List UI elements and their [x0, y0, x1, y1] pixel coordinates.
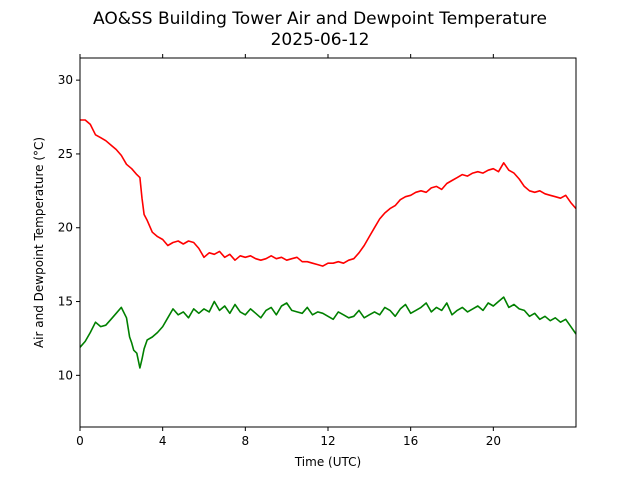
x-axis-label: Time (UTC)	[294, 455, 361, 469]
y-tick-label-4: 30	[58, 73, 73, 87]
series-line-1	[79, 296, 577, 369]
tick-layer: 0 4 8 12 16 20 10 15 20 25 30	[58, 54, 501, 448]
x-tick-label-0: 0	[76, 434, 84, 448]
x-tick-label-1: 4	[159, 434, 167, 448]
plot-frame	[79, 57, 577, 428]
chart-subtitle: 2025-06-12	[271, 30, 370, 50]
chart-title: AO&SS Building Tower Air and Dewpoint Te…	[93, 9, 547, 29]
y-axis-label: Air and Dewpoint Temperature (°C)	[32, 137, 46, 348]
series-line-0	[80, 119, 577, 267]
y-tick-label-3: 25	[58, 147, 73, 161]
y-tick-label-1: 15	[58, 295, 73, 309]
x-tick-label-5: 20	[486, 434, 501, 448]
y-tick-label-0: 10	[58, 368, 73, 382]
y-tick-label-2: 20	[58, 221, 73, 235]
x-tick-label-2: 8	[242, 434, 250, 448]
x-tick-label-3: 12	[320, 434, 335, 448]
x-tick-label-4: 16	[403, 434, 418, 448]
series-layer	[79, 119, 577, 369]
